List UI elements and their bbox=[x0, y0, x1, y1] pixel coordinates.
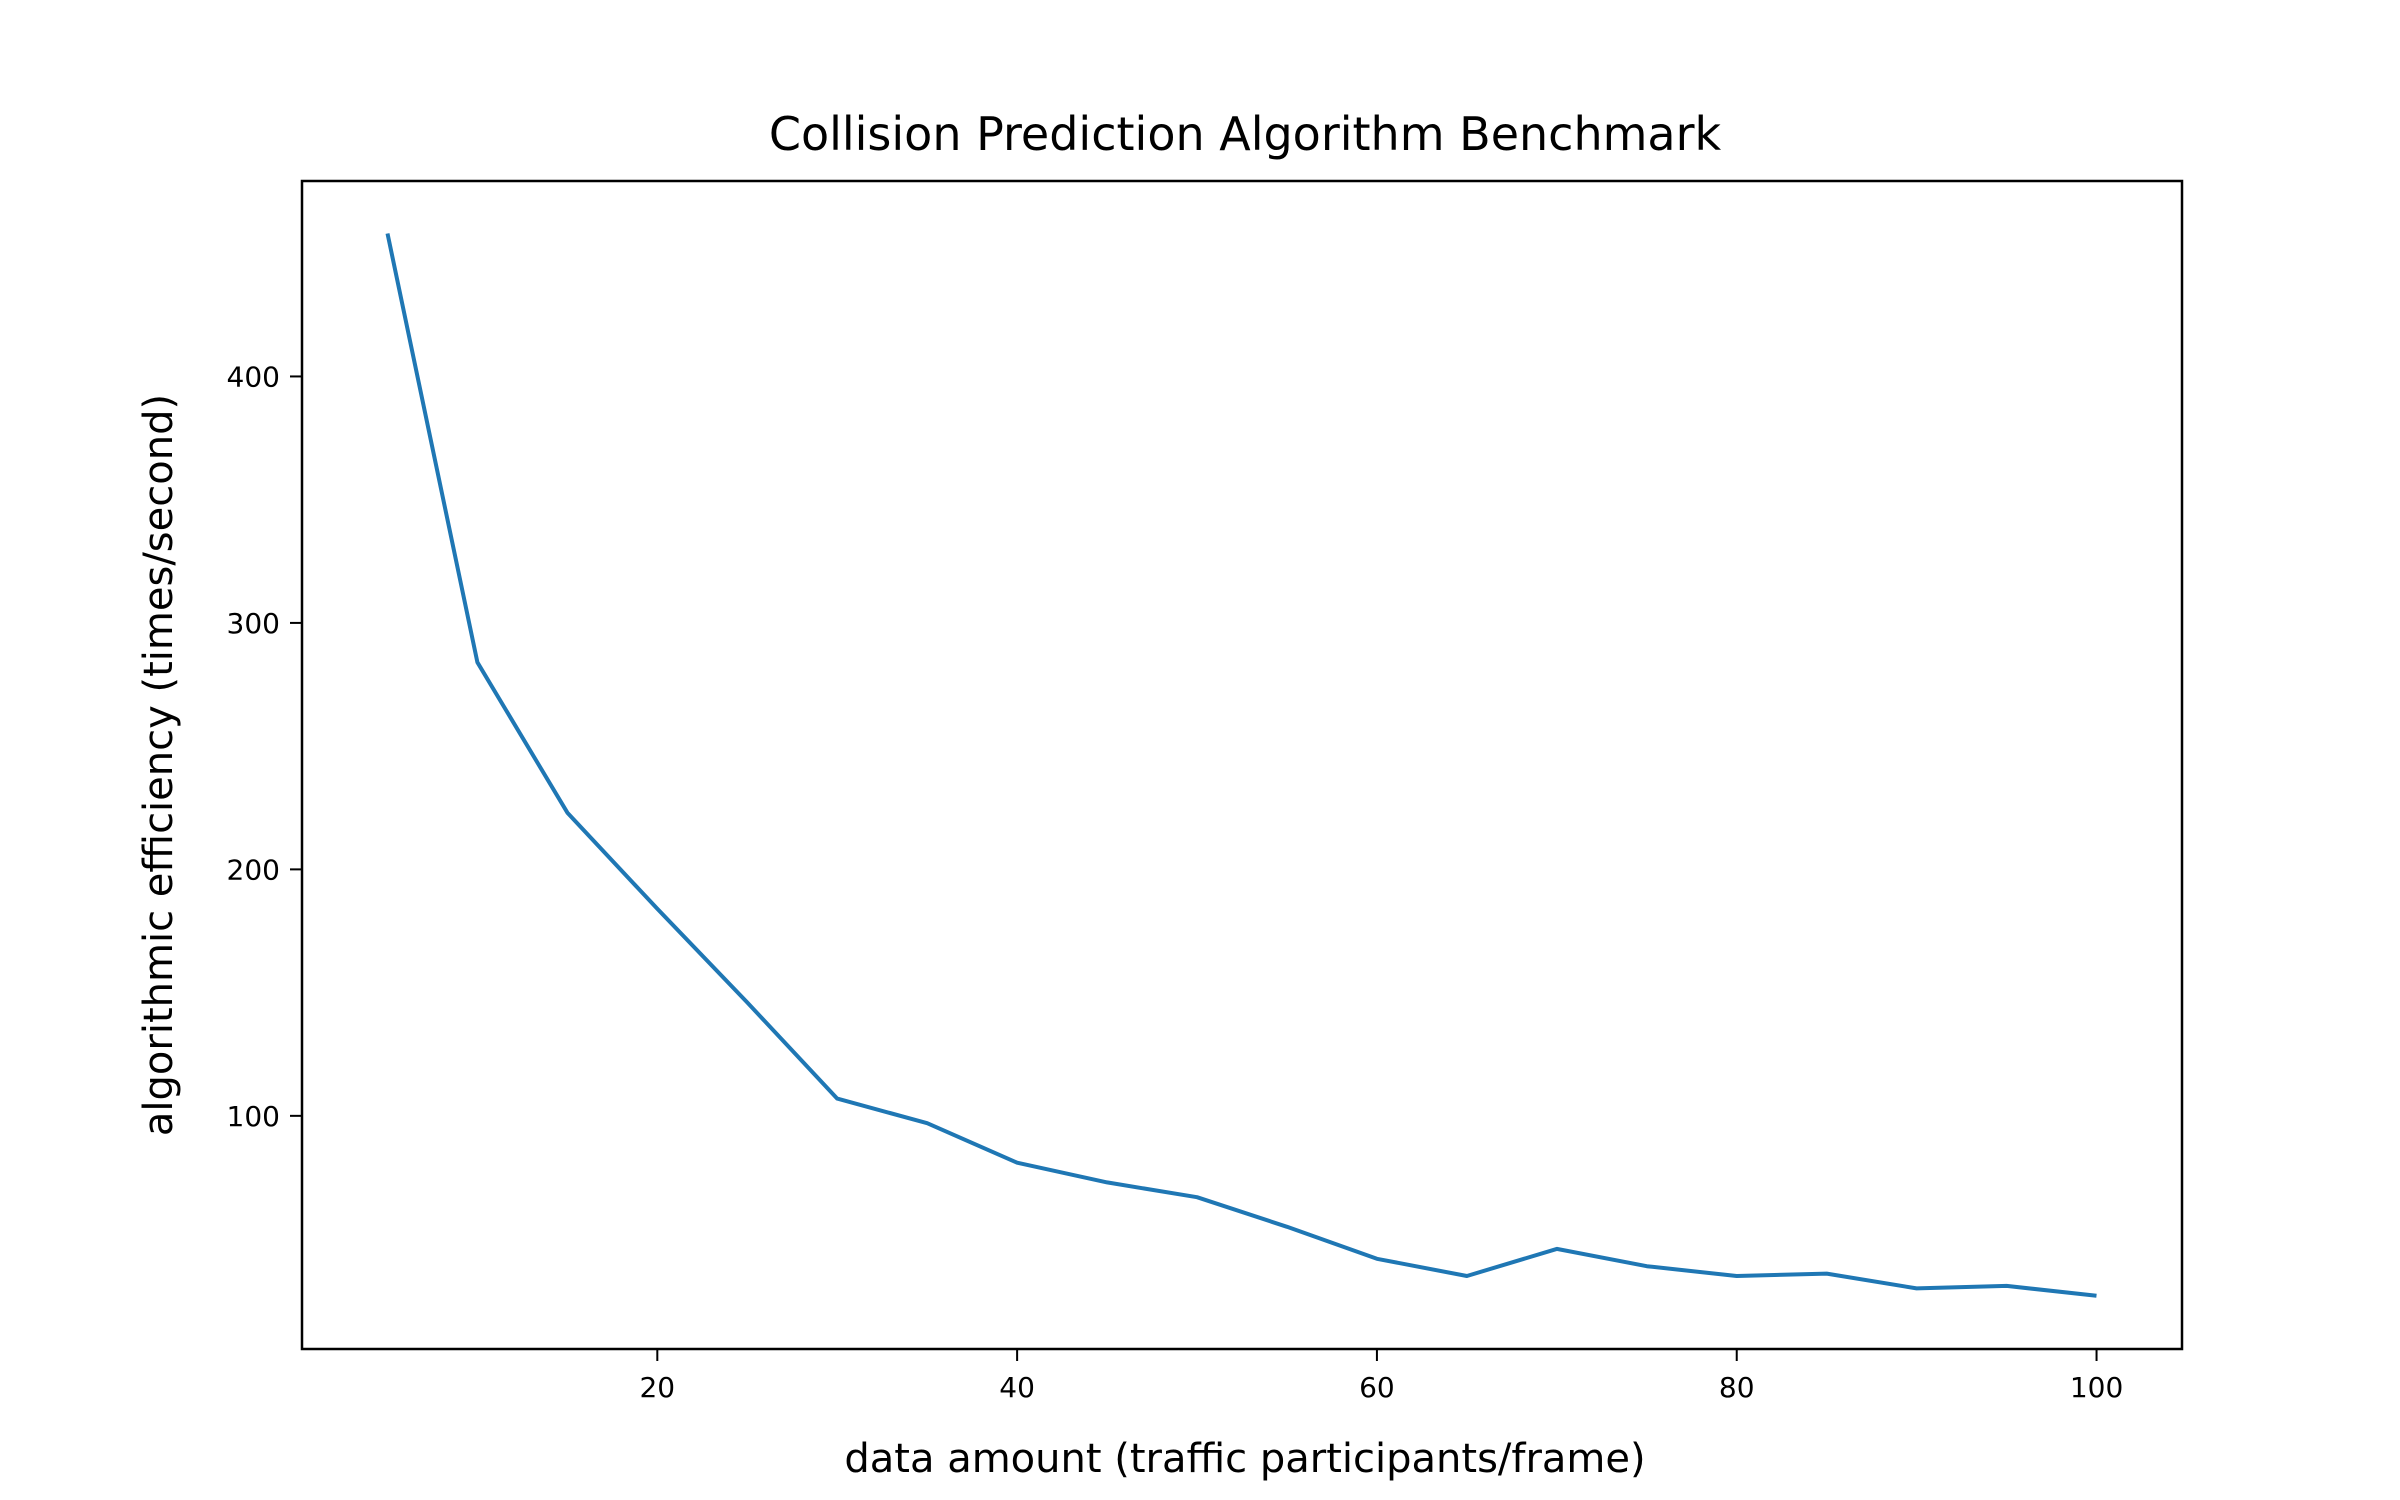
data-point bbox=[1195, 1195, 1199, 1199]
x-tick-label: 100 bbox=[2070, 1371, 2123, 1404]
y-tick-label: 200 bbox=[227, 853, 280, 886]
data-point bbox=[1735, 1274, 1739, 1278]
data-point bbox=[655, 907, 659, 911]
chart-title: Collision Prediction Algorithm Benchmark bbox=[769, 107, 1722, 161]
series-layer bbox=[385, 231, 2099, 1298]
data-point bbox=[745, 1000, 749, 1004]
data-point bbox=[565, 811, 569, 815]
data-point bbox=[1105, 1180, 1109, 1184]
y-tick-label: 100 bbox=[227, 1100, 280, 1133]
plot-frame bbox=[300, 179, 2184, 1351]
data-point bbox=[1375, 1257, 1379, 1261]
data-point bbox=[1015, 1161, 1019, 1165]
data-point bbox=[1285, 1225, 1289, 1229]
series-line bbox=[385, 233, 2097, 1298]
y-axis-label: algorithmic efficiency (times/second) bbox=[136, 394, 182, 1136]
data-point bbox=[1645, 1264, 1649, 1268]
data-point bbox=[2005, 1284, 2009, 1288]
data-point bbox=[385, 231, 389, 235]
data-point bbox=[1555, 1247, 1559, 1251]
x-axis-ticks: 20 40 60 80 100 bbox=[639, 1349, 2123, 1404]
y-tick-label: 400 bbox=[227, 360, 280, 393]
data-point bbox=[835, 1097, 839, 1101]
x-axis-label: data amount (traffic participants/frame) bbox=[844, 1436, 1645, 1482]
x-tick-label: 60 bbox=[1359, 1371, 1395, 1404]
data-point bbox=[2095, 1294, 2099, 1298]
data-point bbox=[475, 660, 479, 664]
x-tick-label: 20 bbox=[639, 1371, 675, 1404]
y-tick-label: 300 bbox=[227, 607, 280, 640]
y-axis-ticks: 100 200 300 400 bbox=[227, 360, 302, 1133]
x-tick-label: 80 bbox=[1719, 1371, 1755, 1404]
data-point bbox=[1825, 1272, 1829, 1276]
data-point bbox=[1915, 1286, 1919, 1290]
data-point bbox=[1465, 1274, 1469, 1278]
x-tick-label: 40 bbox=[999, 1371, 1035, 1404]
data-point bbox=[925, 1121, 929, 1125]
